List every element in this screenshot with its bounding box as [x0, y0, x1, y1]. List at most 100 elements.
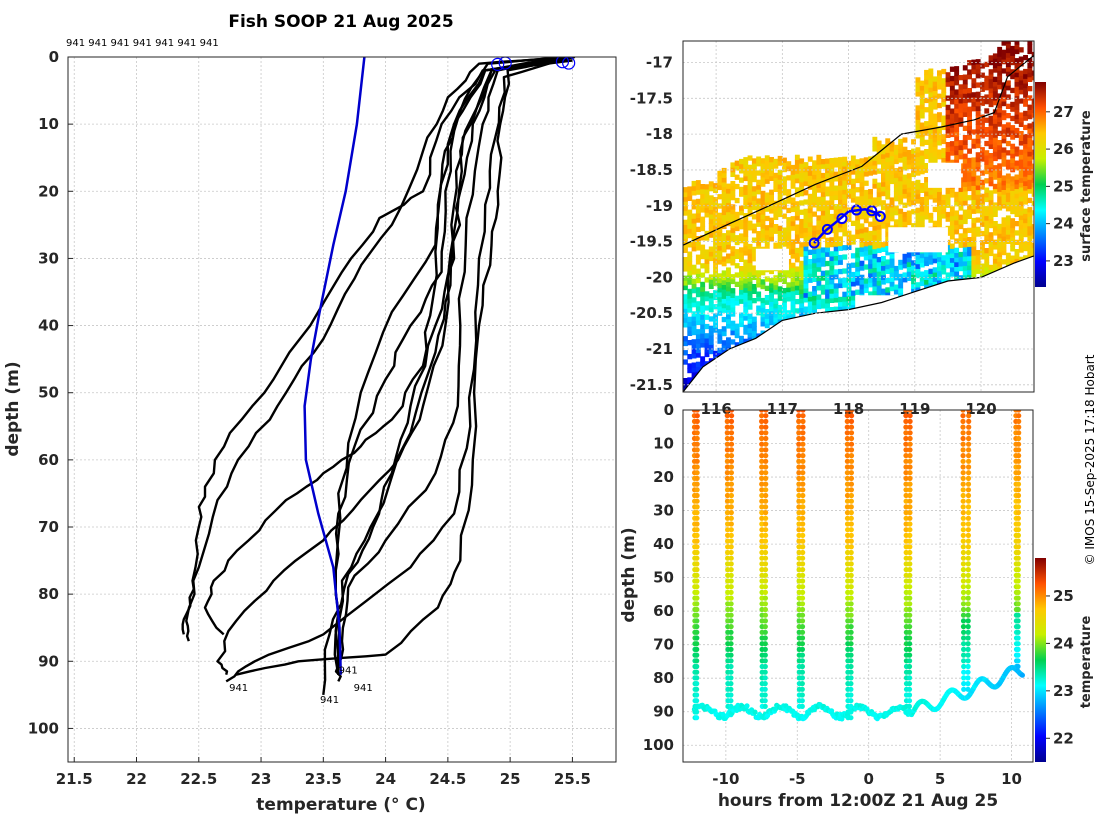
map-sst-cell: [915, 86, 921, 92]
map-sst-cell: [902, 216, 908, 222]
map-sst-cell: [850, 183, 856, 189]
map-sst-cell: [773, 317, 779, 323]
map-sst-cell: [975, 226, 981, 232]
map-sst-cell: [1023, 4, 1028, 9]
map-sst-cell: [915, 119, 921, 125]
section-point: [759, 410, 765, 413]
map-sst-cell: [726, 239, 731, 245]
section-point: [759, 544, 765, 550]
map-sst-cell: [1015, 35, 1020, 40]
section-point: [907, 475, 913, 481]
map-sst-cell: [846, 165, 852, 171]
map-sst-cell: [885, 217, 891, 223]
map-sst-cell: [924, 195, 929, 201]
map-sst-cell: [777, 314, 783, 320]
section-ytick-label: 50: [653, 569, 674, 587]
map-sst-cell: [803, 245, 809, 252]
map-sst-cell: [842, 226, 848, 232]
section-point: [965, 686, 971, 692]
section-point: [848, 663, 854, 670]
profile-xtick-label: 24.5: [429, 770, 466, 788]
map-sst-cell: [1023, 68, 1028, 75]
map-sst-cell: [700, 235, 706, 241]
map-sst-cell: [911, 153, 916, 159]
map-sst-cell: [975, 264, 981, 270]
map-sst-cell: [786, 161, 792, 167]
map-sst-cell: [691, 185, 697, 191]
map-sst-cell: [1032, 5, 1037, 10]
map-sst-cell: [1023, 208, 1028, 214]
map-sst-cell: [713, 304, 718, 310]
section-point: [965, 561, 971, 567]
map-sst-cell: [829, 265, 835, 271]
map-sst-cell: [700, 342, 706, 348]
map-sst-cell: [868, 244, 873, 251]
map-sst-cell: [962, 163, 968, 169]
map-sst-cell: [760, 307, 766, 313]
map-sst-cell: [971, 64, 977, 70]
map-sst-cell: [769, 222, 774, 228]
section-point: [799, 675, 806, 681]
section-point: [960, 453, 966, 459]
section-point: [848, 470, 855, 476]
section-point: [965, 629, 971, 635]
map-sst-cell: [695, 217, 701, 223]
map-sst-cell: [782, 232, 787, 238]
map-sst-cell: [954, 229, 960, 235]
map-sst-cell: [928, 77, 934, 84]
map-sst-cell: [980, 221, 985, 227]
map-sst-cell: [807, 235, 813, 241]
map-sst-cell: [803, 311, 809, 317]
map-sst-cell: [734, 272, 740, 278]
map-sst-cell: [773, 172, 779, 179]
map-sst-cell: [967, 237, 972, 243]
map-sst-cell: [794, 154, 800, 160]
section-point: [694, 413, 700, 419]
profile-line-cast-5: [334, 59, 573, 682]
map-sst-cell: [984, 75, 990, 81]
map-sst-cell: [764, 225, 770, 231]
map-sst-cell: [1014, 58, 1020, 64]
map-sst-cell: [928, 156, 934, 163]
section-point: [694, 709, 700, 715]
map-sst-cell: [833, 292, 839, 298]
map-sst-cell: [743, 310, 749, 317]
map-sst-cell: [1032, 1, 1037, 6]
map-ytick-label: -19: [646, 197, 673, 215]
map-sst-cell: [760, 321, 766, 327]
map-sst-cell: [898, 157, 904, 163]
map-sst-cell: [924, 274, 929, 280]
map-sst-cell: [695, 226, 701, 232]
map-sst-cell: [739, 279, 744, 286]
section-point: [800, 441, 806, 447]
map-colorbar-tick-label: 23: [1053, 252, 1074, 270]
map-sst-cell: [786, 175, 792, 181]
section-point: [728, 470, 735, 476]
map-sst-cell: [799, 284, 805, 290]
map-sst-cell: [704, 193, 710, 199]
map-sst-cell: [803, 306, 809, 312]
map-sst-cell: [721, 330, 727, 337]
map-sst-cell: [937, 186, 942, 192]
map-sst-cell: [838, 296, 843, 303]
map-sst-cell: [743, 236, 749, 242]
map-sst-cell: [794, 271, 800, 277]
map-sst-cell: [794, 252, 800, 258]
map-sst-cell: [932, 146, 938, 152]
map-sst-cell: [687, 256, 693, 262]
map-sst-cell: [1023, 73, 1028, 79]
map-sst-cell: [1031, 98, 1034, 104]
map-sst-cell: [1001, 226, 1007, 232]
map-sst-cell: [743, 306, 749, 312]
map-sst-cell: [928, 138, 934, 144]
map-sst-cell: [820, 200, 826, 207]
map-sst-cell: [708, 335, 714, 341]
map-sst-cell: [747, 192, 753, 198]
map-sst-cell: [898, 283, 904, 289]
map-sst-cell: [687, 265, 693, 271]
section-point: [763, 447, 769, 453]
section-colorbar-tick-label: 25: [1053, 587, 1074, 605]
map-sst-cell: [889, 155, 895, 161]
section-point: [844, 458, 851, 464]
map-sst-cell: [1010, 260, 1016, 266]
